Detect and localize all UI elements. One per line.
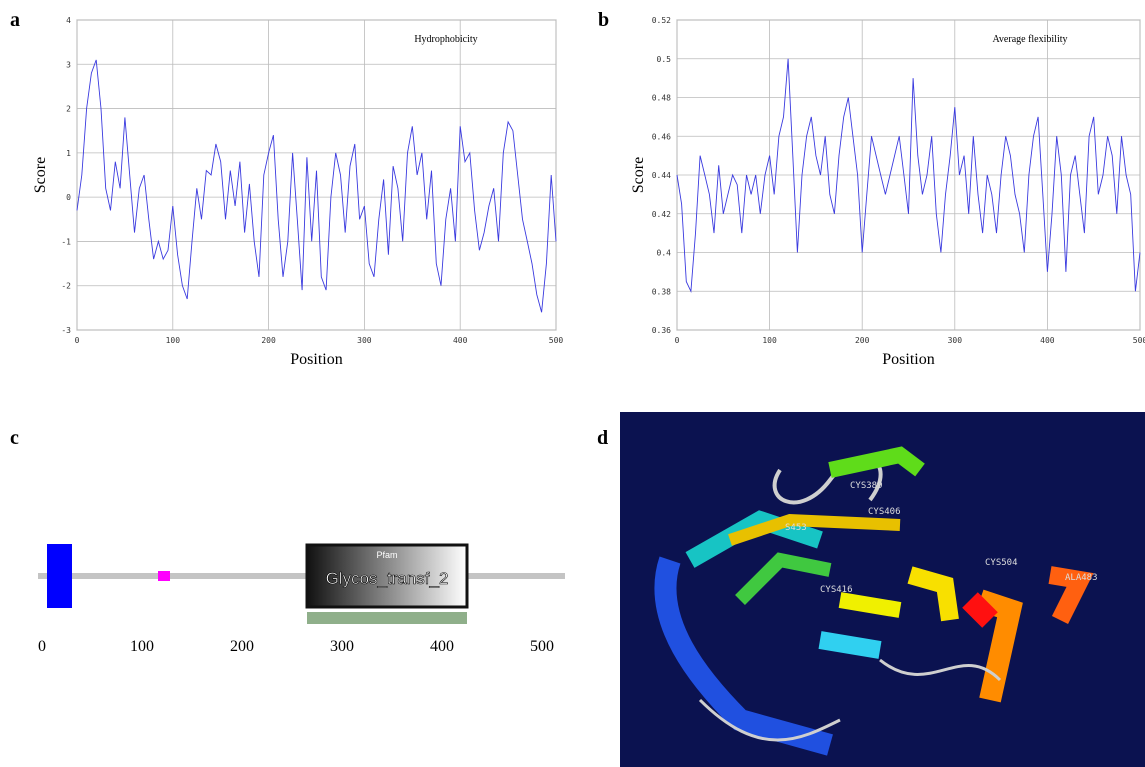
y-tick-label: -1 <box>61 237 71 246</box>
y-tick-label: 1 <box>66 149 71 158</box>
residue-label: S453 <box>785 523 807 533</box>
annotation: Hydrophobicity <box>414 34 477 45</box>
x-tick-label: 100 <box>130 638 154 655</box>
y-tick-label: 2 <box>66 105 71 114</box>
panel-label: a <box>10 9 20 31</box>
y-tick-label: 0.4 <box>657 249 672 258</box>
sequence-line <box>38 573 565 579</box>
x-tick-label: 100 <box>762 336 777 345</box>
y-tick-label: -2 <box>61 282 71 291</box>
domain-source: Pfam <box>376 550 397 560</box>
panel-label: c <box>10 427 19 449</box>
x-tick-label: 400 <box>453 336 468 345</box>
x-tick-label: 400 <box>430 638 454 655</box>
residue-label: CYS389 <box>850 481 883 491</box>
y-tick-label: 0.46 <box>652 132 671 141</box>
annotation: Average flexibility <box>992 34 1067 45</box>
y-tick-label: 3 <box>66 60 71 69</box>
x-tick-label: 200 <box>230 638 254 655</box>
x-tick-label: 300 <box>357 336 372 345</box>
domain-name: Glycos_transf_2 <box>326 569 449 588</box>
x-tick-label: 200 <box>855 336 870 345</box>
data-line <box>76 59 557 313</box>
x-tick-label: 100 <box>166 336 181 345</box>
residue-label: CYS406 <box>868 507 901 517</box>
x-axis-title: Position <box>882 351 934 368</box>
y-tick-label: 0.44 <box>652 171 671 180</box>
x-tick-label: 500 <box>549 336 564 345</box>
y-tick-label: 0.38 <box>652 287 671 296</box>
y-tick-label: 4 <box>66 16 71 25</box>
x-tick-label: 500 <box>530 638 554 655</box>
y-tick-label: 0.48 <box>652 94 671 103</box>
y-tick-label: 0.42 <box>652 210 671 219</box>
x-tick-label: 0 <box>675 336 680 345</box>
y-tick-label: 0 <box>66 193 71 202</box>
x-axis-title: Position <box>290 351 342 368</box>
feature <box>47 544 72 608</box>
feature <box>158 571 170 581</box>
x-tick-label: 0 <box>38 638 46 655</box>
structure-image <box>620 412 1145 767</box>
y-axis-title: Score <box>32 157 49 193</box>
y-tick-label: 0.52 <box>652 16 671 25</box>
residue-label: CYS504 <box>985 558 1018 568</box>
x-tick-label: 500 <box>1133 336 1145 345</box>
x-tick-label: 300 <box>948 336 963 345</box>
residue-label: ALA483 <box>1065 573 1098 583</box>
x-tick-label: 0 <box>75 336 80 345</box>
x-tick-label: 400 <box>1040 336 1055 345</box>
y-tick-label: 0.36 <box>652 326 671 335</box>
y-axis-title: Score <box>630 157 647 193</box>
y-tick-label: -3 <box>61 326 71 335</box>
panel-label: b <box>598 9 609 31</box>
data-line <box>676 58 1141 294</box>
y-tick-label: 0.5 <box>657 55 672 64</box>
x-tick-label: 200 <box>261 336 276 345</box>
panel-label: d <box>597 427 608 449</box>
domain-bar <box>307 612 467 624</box>
x-tick-label: 300 <box>330 638 354 655</box>
residue-label: CYS416 <box>820 585 853 595</box>
domain-box <box>305 543 469 609</box>
